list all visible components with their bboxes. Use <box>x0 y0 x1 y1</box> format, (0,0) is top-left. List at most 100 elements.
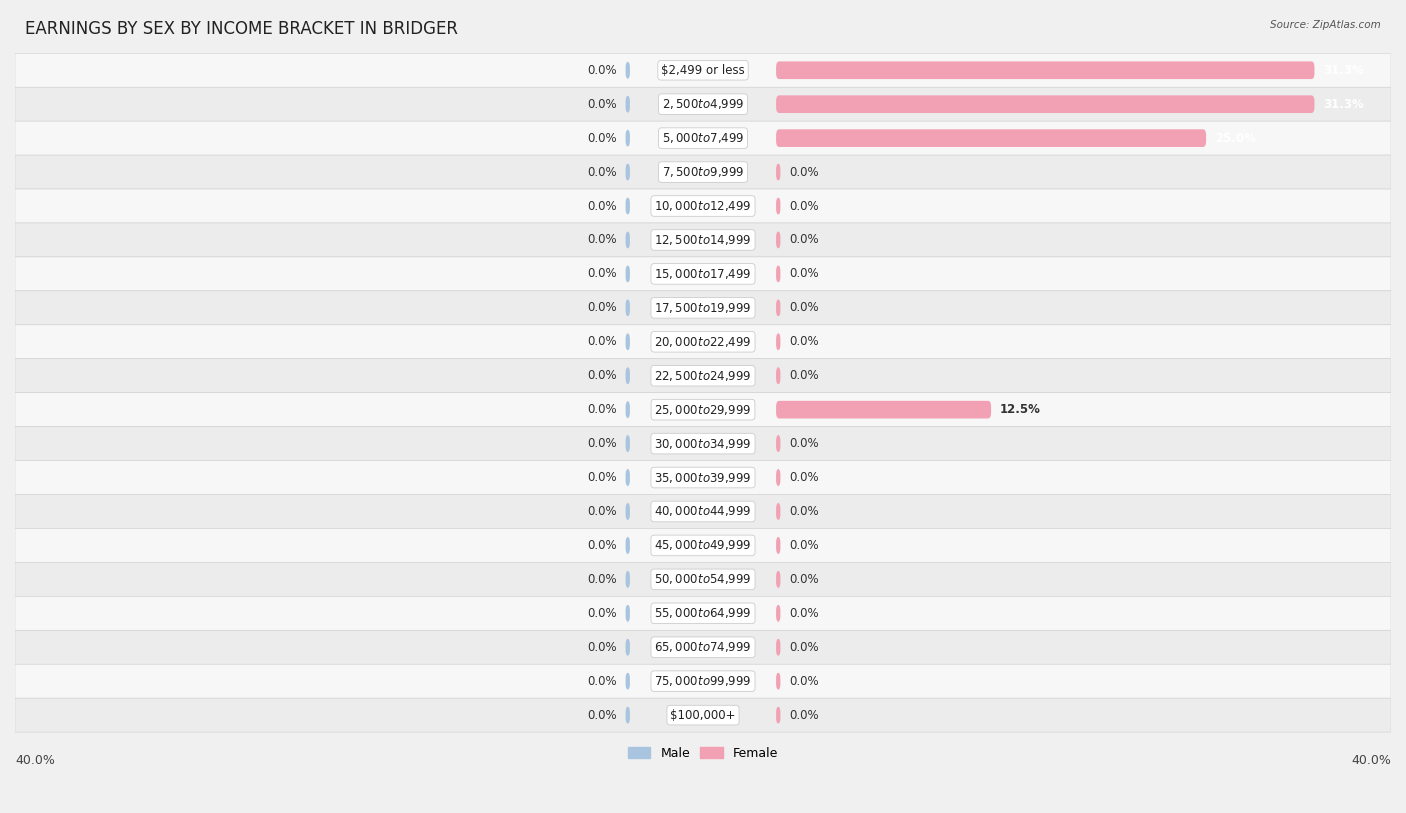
Text: 0.0%: 0.0% <box>588 709 617 722</box>
Text: 0.0%: 0.0% <box>588 573 617 586</box>
FancyBboxPatch shape <box>626 672 630 690</box>
FancyBboxPatch shape <box>15 596 1391 630</box>
FancyBboxPatch shape <box>626 367 630 385</box>
Text: $55,000 to $64,999: $55,000 to $64,999 <box>654 606 752 620</box>
Text: 0.0%: 0.0% <box>588 641 617 654</box>
Text: 0.0%: 0.0% <box>588 199 617 212</box>
Text: 31.3%: 31.3% <box>1323 63 1364 76</box>
Text: 0.0%: 0.0% <box>588 302 617 315</box>
Text: 0.0%: 0.0% <box>789 539 818 552</box>
FancyBboxPatch shape <box>626 62 630 79</box>
Text: 25.0%: 25.0% <box>1215 132 1256 145</box>
FancyBboxPatch shape <box>626 231 630 249</box>
Text: 0.0%: 0.0% <box>588 505 617 518</box>
FancyBboxPatch shape <box>15 427 1391 461</box>
Text: 0.0%: 0.0% <box>588 132 617 145</box>
Text: $45,000 to $49,999: $45,000 to $49,999 <box>654 538 752 552</box>
FancyBboxPatch shape <box>15 325 1391 359</box>
Text: $35,000 to $39,999: $35,000 to $39,999 <box>654 471 752 485</box>
Text: 0.0%: 0.0% <box>789 641 818 654</box>
FancyBboxPatch shape <box>15 461 1391 494</box>
FancyBboxPatch shape <box>626 502 630 520</box>
Text: 31.3%: 31.3% <box>1323 98 1364 111</box>
FancyBboxPatch shape <box>776 672 780 690</box>
Text: 0.0%: 0.0% <box>588 606 617 620</box>
Text: Source: ZipAtlas.com: Source: ZipAtlas.com <box>1270 20 1381 30</box>
FancyBboxPatch shape <box>776 537 780 554</box>
FancyBboxPatch shape <box>15 87 1391 121</box>
FancyBboxPatch shape <box>15 257 1391 291</box>
FancyBboxPatch shape <box>15 698 1391 732</box>
FancyBboxPatch shape <box>626 401 630 419</box>
Text: 0.0%: 0.0% <box>588 369 617 382</box>
Text: 40.0%: 40.0% <box>1351 754 1391 767</box>
Text: 0.0%: 0.0% <box>789 606 818 620</box>
FancyBboxPatch shape <box>626 333 630 350</box>
Text: $5,000 to $7,499: $5,000 to $7,499 <box>662 131 744 146</box>
FancyBboxPatch shape <box>776 163 780 181</box>
Text: 0.0%: 0.0% <box>789 505 818 518</box>
FancyBboxPatch shape <box>776 231 780 249</box>
FancyBboxPatch shape <box>626 198 630 215</box>
FancyBboxPatch shape <box>626 469 630 486</box>
Text: 0.0%: 0.0% <box>588 539 617 552</box>
FancyBboxPatch shape <box>776 129 1206 147</box>
Text: $2,500 to $4,999: $2,500 to $4,999 <box>662 98 744 111</box>
Text: 0.0%: 0.0% <box>789 199 818 212</box>
Text: 0.0%: 0.0% <box>588 335 617 348</box>
Text: 0.0%: 0.0% <box>588 267 617 280</box>
Text: $20,000 to $22,499: $20,000 to $22,499 <box>654 335 752 349</box>
Text: 0.0%: 0.0% <box>789 437 818 450</box>
Text: $25,000 to $29,999: $25,000 to $29,999 <box>654 402 752 416</box>
FancyBboxPatch shape <box>626 265 630 283</box>
Text: $30,000 to $34,999: $30,000 to $34,999 <box>654 437 752 450</box>
Text: 0.0%: 0.0% <box>588 675 617 688</box>
Text: 0.0%: 0.0% <box>789 233 818 246</box>
Text: 12.5%: 12.5% <box>1000 403 1040 416</box>
Text: 0.0%: 0.0% <box>789 471 818 484</box>
Text: EARNINGS BY SEX BY INCOME BRACKET IN BRIDGER: EARNINGS BY SEX BY INCOME BRACKET IN BRI… <box>25 20 458 38</box>
FancyBboxPatch shape <box>15 630 1391 664</box>
FancyBboxPatch shape <box>776 469 780 486</box>
Text: 0.0%: 0.0% <box>789 267 818 280</box>
Text: 0.0%: 0.0% <box>588 437 617 450</box>
FancyBboxPatch shape <box>626 537 630 554</box>
Text: 40.0%: 40.0% <box>15 754 55 767</box>
FancyBboxPatch shape <box>626 435 630 452</box>
Text: 0.0%: 0.0% <box>789 675 818 688</box>
Text: $12,500 to $14,999: $12,500 to $14,999 <box>654 233 752 247</box>
FancyBboxPatch shape <box>15 393 1391 427</box>
FancyBboxPatch shape <box>15 223 1391 257</box>
FancyBboxPatch shape <box>626 605 630 622</box>
FancyBboxPatch shape <box>15 155 1391 189</box>
FancyBboxPatch shape <box>776 265 780 283</box>
FancyBboxPatch shape <box>626 571 630 588</box>
Text: 0.0%: 0.0% <box>789 573 818 586</box>
Text: $10,000 to $12,499: $10,000 to $12,499 <box>654 199 752 213</box>
FancyBboxPatch shape <box>626 299 630 316</box>
Text: $65,000 to $74,999: $65,000 to $74,999 <box>654 641 752 654</box>
Text: $50,000 to $54,999: $50,000 to $54,999 <box>654 572 752 586</box>
FancyBboxPatch shape <box>776 299 780 316</box>
Legend: Male, Female: Male, Female <box>623 742 783 765</box>
Text: 0.0%: 0.0% <box>588 166 617 179</box>
FancyBboxPatch shape <box>776 367 780 385</box>
FancyBboxPatch shape <box>776 571 780 588</box>
FancyBboxPatch shape <box>15 664 1391 698</box>
Text: $75,000 to $99,999: $75,000 to $99,999 <box>654 674 752 688</box>
Text: 0.0%: 0.0% <box>588 471 617 484</box>
FancyBboxPatch shape <box>776 502 780 520</box>
FancyBboxPatch shape <box>776 435 780 452</box>
FancyBboxPatch shape <box>15 291 1391 325</box>
FancyBboxPatch shape <box>776 706 780 724</box>
FancyBboxPatch shape <box>15 563 1391 596</box>
FancyBboxPatch shape <box>626 163 630 181</box>
FancyBboxPatch shape <box>15 528 1391 563</box>
FancyBboxPatch shape <box>626 95 630 113</box>
FancyBboxPatch shape <box>15 189 1391 223</box>
FancyBboxPatch shape <box>15 359 1391 393</box>
FancyBboxPatch shape <box>776 95 1315 113</box>
Text: 0.0%: 0.0% <box>789 166 818 179</box>
Text: $22,500 to $24,999: $22,500 to $24,999 <box>654 369 752 383</box>
FancyBboxPatch shape <box>15 54 1391 87</box>
